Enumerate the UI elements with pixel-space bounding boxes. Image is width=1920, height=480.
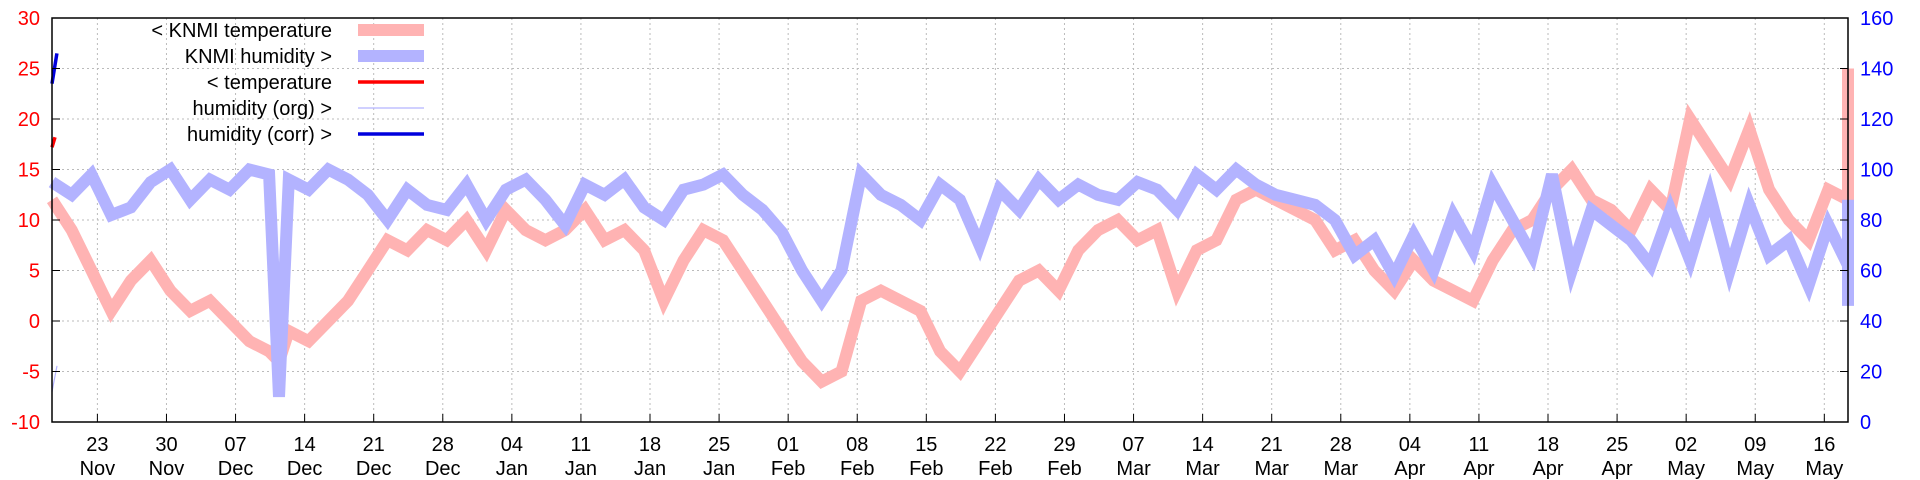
series-line — [51, 365, 58, 393]
x-tick-month: Feb — [840, 458, 874, 480]
right-tick-label: 100 — [1860, 160, 1893, 182]
x-tick-month: Apr — [1394, 458, 1425, 480]
right-tick-label: 20 — [1860, 362, 1882, 384]
x-tick-month: Feb — [909, 458, 943, 480]
x-tick-day: 01 — [777, 434, 799, 456]
x-tick-day: 16 — [1813, 434, 1835, 456]
x-tick-month: Dec — [218, 458, 254, 480]
x-tick-day: 11 — [571, 434, 592, 456]
x-tick-day: 14 — [293, 434, 315, 456]
x-tick-month: May — [1667, 458, 1705, 480]
legend-label: < KNMI temperature — [151, 20, 332, 42]
grid — [52, 18, 1848, 422]
x-tick-month: Feb — [1047, 458, 1081, 480]
x-tick-day: 21 — [363, 434, 385, 456]
right-tick-label: 0 — [1860, 412, 1871, 434]
legend-label: humidity (corr) > — [187, 124, 332, 146]
right-tick-label: 60 — [1860, 261, 1882, 283]
x-tick-day: 25 — [1606, 434, 1628, 456]
x-tick-month: Jan — [565, 458, 597, 480]
x-tick-month: Feb — [771, 458, 805, 480]
x-tick-day: 18 — [639, 434, 661, 456]
left-tick-label: 10 — [18, 210, 40, 232]
x-tick-month: Dec — [356, 458, 392, 480]
x-tick-day: 21 — [1261, 434, 1283, 456]
x-tick-month: May — [1736, 458, 1774, 480]
x-tick-month: Jan — [703, 458, 735, 480]
x-tick-day: 28 — [1330, 434, 1352, 456]
x-tick-month: Apr — [1463, 458, 1494, 480]
right-y-axis: 0 20 40 60 80 100 120 140 160 — [1840, 8, 1893, 434]
left-tick-label: 5 — [29, 261, 40, 283]
x-tick-day: 09 — [1744, 434, 1766, 456]
left-tick-label: 30 — [18, 8, 40, 30]
x-tick-month: Apr — [1532, 458, 1563, 480]
x-tick-month: May — [1805, 458, 1843, 480]
x-tick-day: 25 — [708, 434, 730, 456]
x-tick-month: Jan — [496, 458, 528, 480]
right-tick-label: 40 — [1860, 311, 1882, 333]
x-tick-day: 14 — [1191, 434, 1213, 456]
x-tick-day: 22 — [984, 434, 1006, 456]
x-tick-day: 07 — [224, 434, 246, 456]
legend: < KNMI temperature KNMI humidity > < tempe… — [151, 20, 424, 146]
x-tick-month: Mar — [1324, 458, 1359, 480]
legend-label: KNMI humidity > — [185, 46, 332, 68]
x-tick-day: 04 — [501, 434, 523, 456]
legend-label: humidity (org) > — [193, 98, 333, 120]
x-tick-month: Nov — [149, 458, 185, 480]
x-tick-month: Feb — [978, 458, 1012, 480]
x-tick-month: Jan — [634, 458, 666, 480]
x-tick-day: 11 — [1469, 434, 1490, 456]
x-tick-day: 18 — [1537, 434, 1559, 456]
x-tick-month: Dec — [425, 458, 461, 480]
right-tick-label: 160 — [1860, 8, 1893, 30]
x-tick-day: 28 — [432, 434, 454, 456]
left-tick-label: 20 — [18, 109, 40, 131]
left-tick-label: 25 — [18, 59, 40, 81]
x-tick-day: 30 — [155, 434, 177, 456]
left-tick-label: 15 — [18, 160, 40, 182]
x-tick-day: 29 — [1053, 434, 1075, 456]
x-tick-month: Mar — [1185, 458, 1220, 480]
right-tick-label: 80 — [1860, 210, 1882, 232]
x-tick-day: 23 — [86, 434, 108, 456]
x-tick-month: Dec — [287, 458, 323, 480]
x-tick-day: 15 — [915, 434, 937, 456]
x-tick-month: Nov — [80, 458, 116, 480]
left-tick-label: -10 — [11, 412, 40, 434]
right-tick-label: 120 — [1860, 109, 1893, 131]
x-tick-month: Mar — [1116, 458, 1151, 480]
left-tick-label: 0 — [29, 311, 40, 333]
left-tick-label: -5 — [22, 362, 40, 384]
left-y-axis: -10 -5 0 5 10 15 20 25 30 — [11, 8, 60, 434]
legend-label: < temperature — [207, 72, 332, 94]
x-axis: 23Nov30Nov07Dec14Dec21Dec28Dec04Jan11Jan… — [80, 414, 1843, 480]
x-tick-month: Apr — [1602, 458, 1633, 480]
x-tick-month: Mar — [1254, 458, 1289, 480]
right-tick-label: 140 — [1860, 59, 1893, 81]
x-tick-day: 02 — [1675, 434, 1697, 456]
x-tick-day: 07 — [1122, 434, 1144, 456]
x-tick-day: 04 — [1399, 434, 1421, 456]
x-tick-day: 08 — [846, 434, 868, 456]
